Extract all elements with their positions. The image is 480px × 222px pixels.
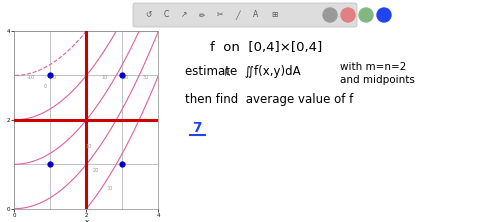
Circle shape: [359, 8, 373, 22]
Text: and midpoints: and midpoints: [340, 75, 415, 85]
Text: 20: 20: [123, 75, 129, 80]
Text: with m=n=2: with m=n=2: [340, 62, 407, 72]
Text: ✂: ✂: [217, 10, 223, 20]
Text: 7: 7: [192, 121, 202, 135]
Text: ↗: ↗: [181, 10, 187, 20]
Text: ⊞: ⊞: [271, 10, 277, 20]
Text: 30: 30: [107, 186, 113, 191]
Text: -10: -10: [26, 75, 35, 80]
Text: ✏: ✏: [199, 10, 205, 20]
Text: A: A: [253, 10, 259, 20]
Text: 30: 30: [143, 75, 149, 80]
X-axis label: x: x: [84, 219, 88, 222]
Text: f  on  [0,4]×[0,4]: f on [0,4]×[0,4]: [210, 42, 322, 54]
Text: R: R: [185, 69, 230, 79]
Text: ↺: ↺: [145, 10, 151, 20]
Text: 20: 20: [92, 168, 98, 173]
Text: C: C: [163, 10, 168, 20]
Text: then find  average value of f: then find average value of f: [185, 93, 353, 107]
Circle shape: [341, 8, 355, 22]
Circle shape: [377, 8, 391, 22]
Text: ╱: ╱: [236, 10, 240, 20]
Text: 10: 10: [85, 144, 91, 149]
Text: 0: 0: [52, 75, 56, 80]
Text: 10: 10: [101, 75, 108, 80]
Text: estimate  ∬f(x,y)dA: estimate ∬f(x,y)dA: [185, 65, 300, 79]
Circle shape: [323, 8, 337, 22]
FancyBboxPatch shape: [133, 3, 357, 27]
Text: 0: 0: [43, 84, 47, 89]
